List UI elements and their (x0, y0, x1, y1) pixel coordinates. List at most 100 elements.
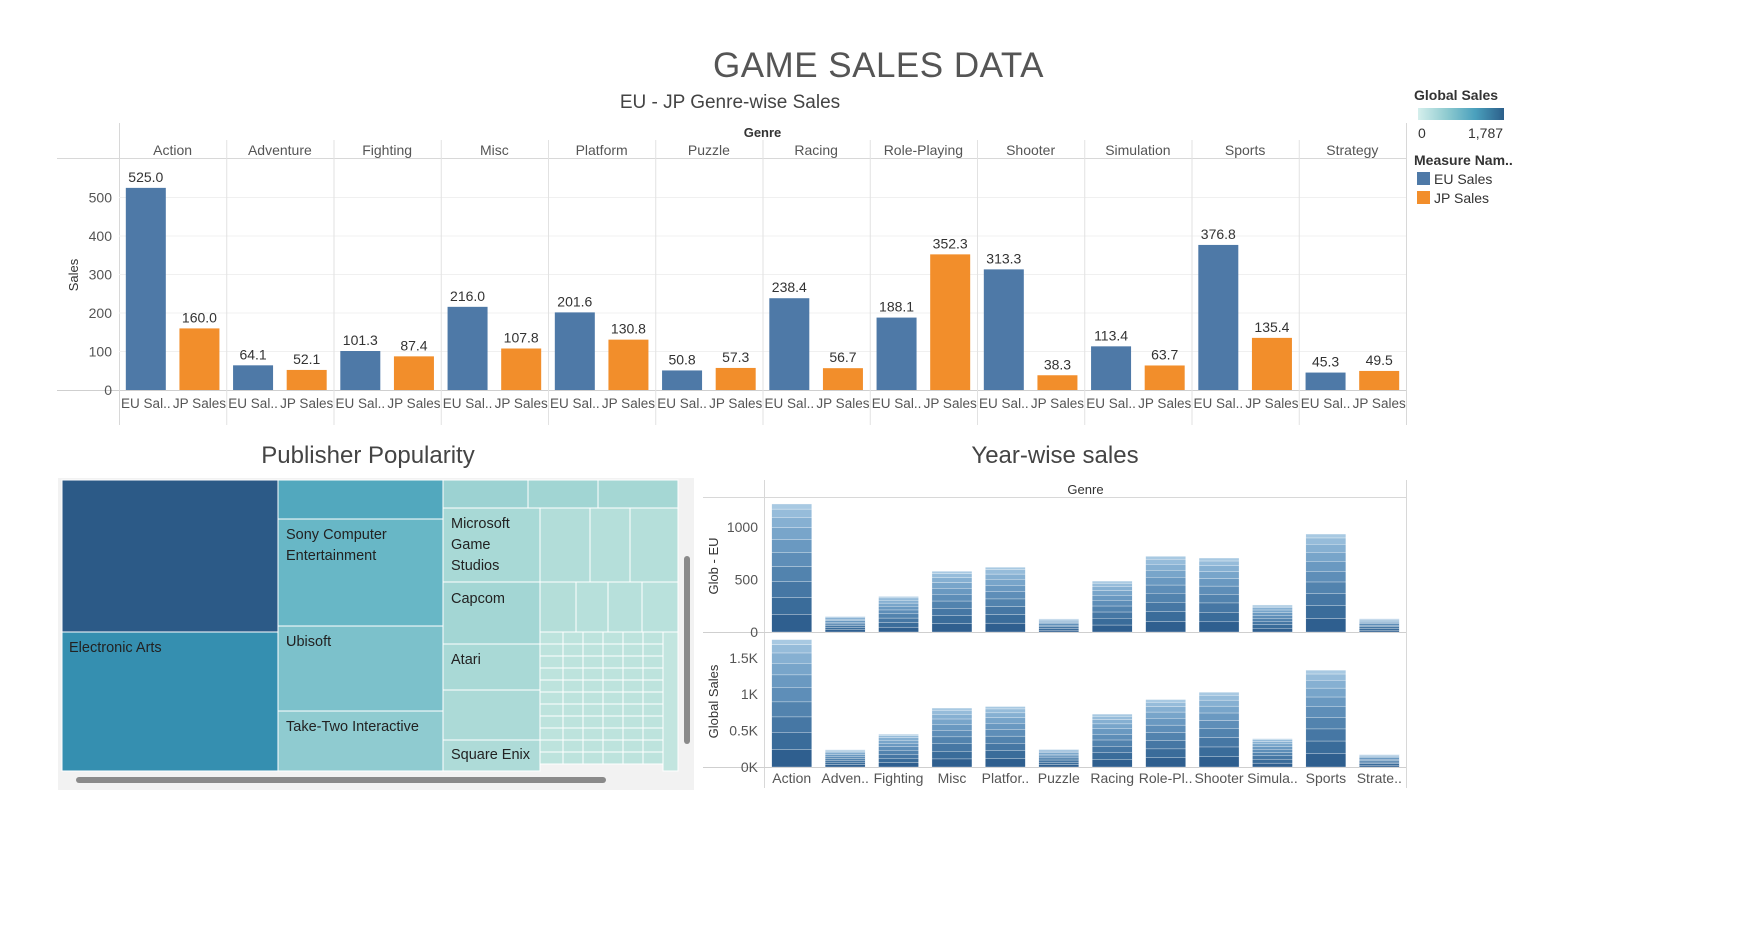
year-bar-eu-3 (931, 573, 973, 578)
dashboard-title: GAME SALES DATA (712, 46, 1044, 85)
year-bar-global-10 (1305, 740, 1347, 754)
bar-eu-sales-3 (447, 306, 488, 390)
treemap-tile (61, 479, 279, 633)
year-bar-global-3 (931, 724, 973, 731)
bar-axis-label: JP Sales (924, 396, 977, 411)
jp-sales-legend-label[interactable]: JP Sales (1434, 190, 1489, 206)
year-bar-global-3 (931, 714, 973, 720)
year-bar-eu-7 (1145, 602, 1186, 612)
data-label: 63.7 (1151, 346, 1178, 362)
year-bar-global-5 (1038, 753, 1079, 757)
year-bar-eu-5 (1038, 628, 1079, 631)
year-bar-eu-9 (1252, 612, 1293, 616)
year-bar-eu-4 (985, 585, 1026, 592)
year-bar-eu-1 (824, 627, 866, 630)
year-bar-global-4 (985, 712, 1026, 718)
year-bar-global-8 (1198, 692, 1240, 696)
year-bar-eu-3 (931, 577, 973, 583)
genre-label-5: Puzzle (688, 142, 730, 158)
year-bar-global-3 (931, 736, 973, 744)
year-bar-global-0 (771, 732, 812, 750)
treemap-tile (589, 507, 631, 583)
year-bar-global-10 (1305, 753, 1347, 768)
year-bar-global-4 (985, 717, 1026, 724)
treemap-label-atari[interactable]: Atari (451, 652, 481, 668)
measure-legend-title: Measure Nam.. (1414, 152, 1513, 168)
treemap-canvas (61, 479, 679, 772)
year-bar-global-2 (878, 740, 919, 744)
bar-axis-label: EU Sal.. (228, 396, 278, 411)
year-bar-eu-4 (985, 598, 1026, 607)
year-genre-label-10: Sports (1306, 770, 1346, 786)
data-label: 135.4 (1254, 319, 1289, 335)
year-bar-eu-3 (931, 594, 973, 602)
year-bar-global-9 (1252, 752, 1293, 756)
year-bar-eu-5 (1038, 630, 1079, 633)
treemap-horizontal-scrollbar[interactable] (76, 777, 606, 783)
year-bar-global-1 (824, 749, 866, 751)
year-bar-global-8 (1198, 705, 1240, 714)
panel-y-tick: 1000 (727, 519, 758, 535)
year-genre-label-7: Role-Pl.. (1139, 770, 1193, 786)
y-tick-300: 300 (89, 267, 113, 283)
year-bar-eu-5 (1038, 623, 1079, 626)
year-bar-eu-1 (824, 616, 866, 617)
bar-jp-sales-10 (1251, 337, 1292, 390)
treemap-tile (527, 479, 599, 509)
year-bar-eu-3 (931, 582, 973, 589)
year-bar-global-4 (985, 758, 1026, 768)
treemap-vertical-scrollbar[interactable] (684, 556, 690, 744)
year-bar-global-1 (824, 751, 866, 754)
treemap-tile (662, 631, 679, 772)
year-bar-global-9 (1252, 738, 1293, 740)
eu-sales-swatch (1417, 172, 1430, 185)
treemap-label-electronic-arts[interactable]: Electronic Arts (69, 640, 162, 656)
treemap-label-microsoft[interactable]: Microsoft Game Studios (451, 516, 510, 574)
year-bar-eu-8 (1198, 602, 1240, 613)
year-bar-global-2 (878, 762, 919, 768)
year-bar-global-11 (1359, 760, 1400, 763)
year-bar-eu-10 (1305, 571, 1347, 583)
eu-sales-legend-label[interactable]: EU Sales (1434, 171, 1493, 187)
year-bar-eu-9 (1252, 605, 1293, 608)
year-bar-global-2 (878, 735, 919, 738)
treemap-tile (607, 581, 643, 633)
year-bar-global-0 (771, 663, 812, 676)
year-bar-global-4 (985, 743, 1026, 751)
year-bar-global-3 (931, 718, 973, 725)
year-bar-eu-1 (824, 629, 866, 633)
bar-jp-sales-2 (393, 356, 434, 390)
treemap-label-take-two[interactable]: Take-Two Interactive (286, 719, 419, 735)
treemap-tile (442, 689, 541, 741)
year-bar-global-6 (1092, 728, 1133, 735)
year-bar-eu-4 (985, 606, 1026, 615)
year-bar-global-0 (771, 674, 812, 689)
year-bar-eu-8 (1198, 571, 1240, 579)
treemap-label-square-enix[interactable]: Square Enix (451, 747, 530, 763)
year-genre-label-1: Adven.. (821, 770, 868, 786)
bar-axis-label: JP Sales (280, 396, 333, 411)
year-bar-global-11 (1359, 758, 1400, 761)
bar-eu-sales-0 (125, 187, 166, 390)
data-label: 525.0 (128, 169, 163, 185)
data-label: 38.3 (1044, 356, 1071, 372)
treemap-tile (442, 739, 541, 772)
genre-label-9: Simulation (1105, 142, 1170, 158)
year-bar-eu-6 (1092, 611, 1133, 619)
bar-axis-label: EU Sal.. (979, 396, 1029, 411)
bar-axis-label: EU Sal.. (443, 396, 493, 411)
year-bar-global-4 (985, 735, 1026, 744)
treemap-label-ubisoft[interactable]: Ubisoft (286, 634, 332, 650)
year-bar-eu-10 (1305, 544, 1347, 553)
treemap-label-sony[interactable]: Sony Computer Entertainment (286, 527, 387, 564)
year-bar-eu-8 (1198, 565, 1240, 572)
panel-y-tick: 0.5K (729, 723, 758, 739)
bar-eu-sales-5 (662, 370, 703, 390)
treemap-label-capcom[interactable]: Capcom (451, 591, 505, 607)
year-genre-label-4: Platfor.. (982, 770, 1029, 786)
year-genre-label-6: Racing (1090, 770, 1134, 786)
year-bar-global-1 (824, 762, 866, 765)
year-bar-global-8 (1198, 737, 1240, 748)
year-bar-eu-10 (1305, 618, 1347, 633)
year-bar-eu-8 (1198, 585, 1240, 595)
